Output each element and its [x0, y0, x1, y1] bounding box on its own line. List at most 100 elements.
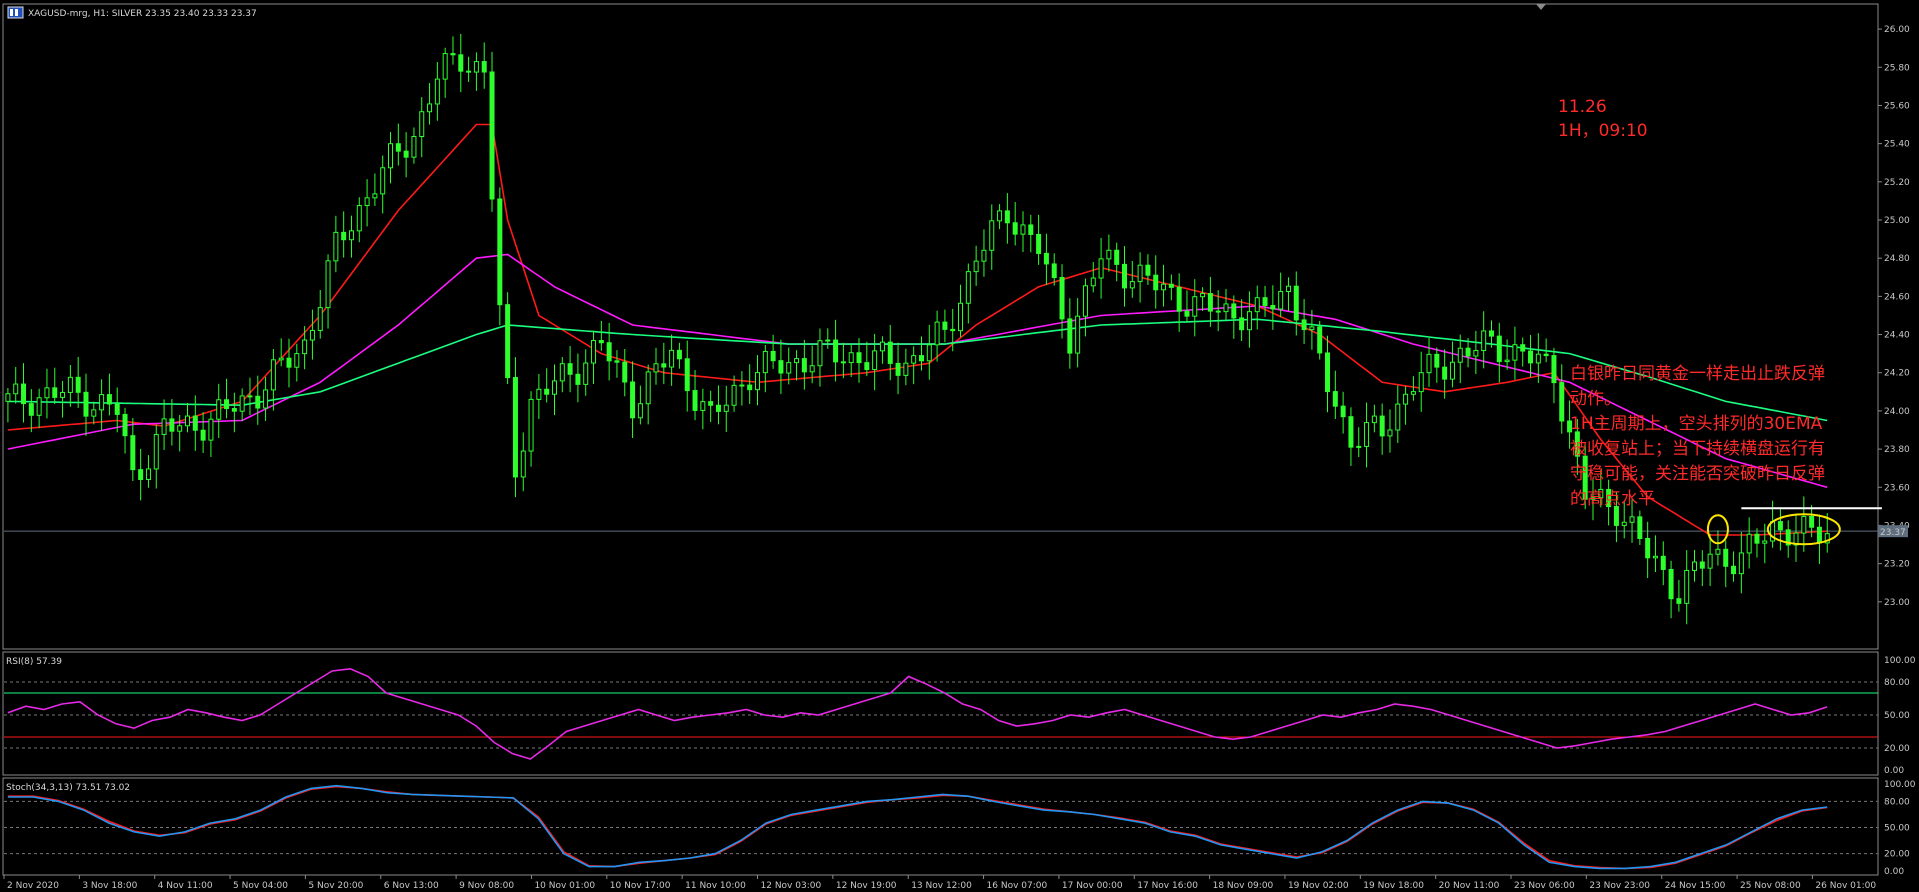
candle-body — [286, 357, 292, 368]
candle-body — [942, 321, 948, 330]
candle-body — [848, 352, 854, 364]
y-tick-label: 24.80 — [1884, 254, 1910, 264]
candle-body — [661, 363, 667, 368]
candle-body — [325, 260, 331, 309]
candle-body — [903, 362, 909, 376]
x-tick-label: 6 Nov 13:00 — [384, 881, 439, 891]
candle-body — [973, 260, 979, 273]
candle-body — [1137, 264, 1143, 283]
candle-body — [1246, 311, 1252, 331]
price-candles — [5, 33, 1830, 625]
candle-body — [466, 70, 472, 73]
annotation-line: 的高点水平 — [1570, 489, 1655, 509]
ema-red-line — [7, 123, 1828, 536]
candle-body — [544, 388, 550, 395]
candle-body — [138, 469, 144, 481]
candle-body — [1176, 286, 1182, 312]
x-tick-label: 20 Nov 11:00 — [1439, 881, 1500, 891]
candle-body — [1364, 422, 1370, 447]
candle-body — [1387, 429, 1393, 437]
candle-body — [1121, 263, 1127, 289]
candle-body — [1668, 568, 1674, 600]
chart-shift-marker[interactable] — [1536, 4, 1546, 10]
candle-body — [28, 403, 34, 416]
candle-body — [895, 362, 901, 376]
candle-body — [1012, 222, 1018, 235]
candle-body — [1629, 516, 1635, 523]
candle-body — [575, 373, 581, 385]
candle-body — [1356, 445, 1362, 448]
annotation-line: 被收复站上；当下持续横盘运行有 — [1570, 439, 1825, 459]
axis-ticks: 26.00 25.80 25.60 25.40 25.20 25.00 24.80 24.60… — [3, 25, 1916, 891]
y-tick-label: 23.20 — [1884, 560, 1910, 570]
candle-body — [786, 362, 792, 374]
candle-body — [879, 341, 885, 352]
candle-body — [1379, 415, 1385, 437]
stoch-panel-frame — [2, 777, 1879, 876]
candle-body — [684, 358, 690, 392]
x-tick-label: 23 Nov 06:00 — [1514, 881, 1575, 891]
x-tick-label: 9 Nov 08:00 — [459, 881, 514, 891]
candle-body — [715, 404, 721, 412]
candle-body — [231, 408, 237, 412]
candle-body — [676, 349, 682, 360]
candle-body — [1660, 555, 1666, 570]
y-tick-label: 24.40 — [1884, 331, 1910, 341]
candle-body — [1231, 303, 1237, 319]
candle-body — [302, 339, 308, 355]
candle-body — [255, 395, 261, 409]
candle-body — [341, 231, 347, 241]
candle-body — [1816, 526, 1822, 544]
candle-body — [1293, 285, 1299, 321]
candle-body — [520, 450, 526, 478]
candle-body — [1161, 283, 1167, 291]
candle-body — [567, 363, 573, 375]
x-tick-label: 4 Nov 11:00 — [158, 881, 213, 891]
candle-body — [926, 344, 932, 362]
x-tick-label: 12 Nov 03:00 — [761, 881, 822, 891]
candle-body — [1332, 391, 1338, 407]
candle-body — [1621, 521, 1627, 526]
candle-body — [1543, 353, 1549, 357]
x-tick-label: 11 Nov 10:00 — [685, 881, 746, 891]
candle-body — [208, 418, 214, 441]
candle-body — [1020, 224, 1026, 235]
candle-body — [1574, 431, 1580, 457]
candle-body — [1262, 297, 1268, 306]
x-tick-label: 24 Nov 15:00 — [1665, 881, 1726, 891]
candle-body — [864, 362, 870, 371]
candle-body — [1684, 569, 1690, 604]
candle-body — [1488, 330, 1494, 337]
candle-body — [1793, 532, 1799, 546]
candle-body — [630, 381, 636, 419]
candle-body — [270, 359, 276, 391]
candle-body — [708, 401, 714, 406]
candle-body — [419, 111, 425, 137]
candle-body — [91, 409, 97, 417]
candle-body — [1582, 455, 1588, 500]
candle-body — [1067, 318, 1073, 354]
candle-body — [911, 355, 917, 364]
stoch-tick-label: 50.00 — [1884, 824, 1910, 834]
candle-body — [52, 387, 58, 398]
y-tick-label: 24.60 — [1884, 292, 1910, 302]
candle-body — [1184, 310, 1190, 317]
candle-body — [950, 328, 956, 332]
candle-body — [1746, 533, 1752, 554]
candle-body — [1613, 506, 1619, 526]
candle-body — [169, 418, 175, 432]
candle-body — [263, 389, 269, 409]
rsi-panel-frame — [2, 651, 1879, 776]
y-tick-label: 25.80 — [1884, 63, 1910, 73]
candle-body — [216, 399, 222, 420]
x-tick-label: 13 Nov 12:00 — [911, 881, 972, 891]
candle-body — [997, 210, 1003, 222]
candle-body — [1692, 561, 1698, 571]
candle-body — [122, 413, 128, 437]
candle-body — [559, 363, 565, 382]
candle-body — [1129, 281, 1135, 289]
candle-body — [1520, 344, 1526, 352]
candle-body — [1473, 350, 1479, 357]
candle-body — [372, 193, 378, 199]
annotation-line: 1H主周期上，空头排列的30EMA — [1570, 414, 1823, 434]
